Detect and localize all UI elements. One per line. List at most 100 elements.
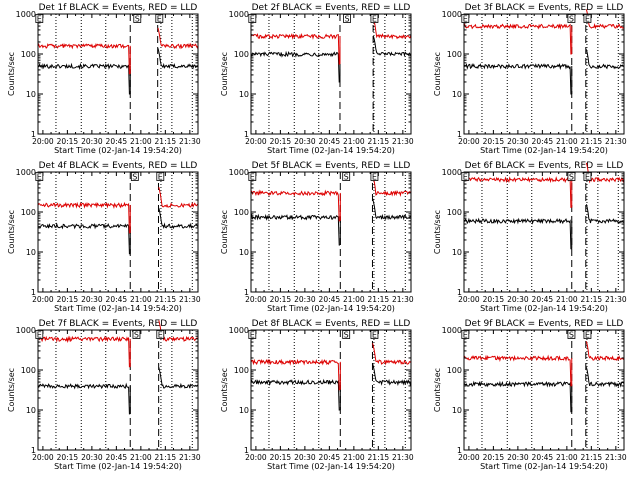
y-tick-label: 1 [457,446,462,455]
x-tick-label: 20:15 [483,137,505,146]
x-tick-label: 21:30 [392,453,414,462]
lld-series [158,320,199,342]
events-series [463,217,572,250]
event-marker-label: S [344,173,349,182]
y-tick-label: 1 [244,130,249,139]
event-marker-label: S [569,173,574,182]
x-tick-label: 20:30 [294,453,316,462]
x-tick-label: 21:30 [605,137,627,146]
y-tick-label: 10 [239,90,249,99]
x-tick-label: 21:30 [605,295,627,304]
event-marker-label: E [158,173,163,182]
event-marker-box [370,172,379,181]
event-marker-box [583,330,592,339]
event-marker-box [343,14,351,23]
event-marker-box [567,172,576,181]
x-tick-label: 21:15 [368,453,390,462]
panel-6: Det 6f BLACK = Events, RED = LLD 1 10 100 10… [433,161,627,313]
x-tick-label: 20:15 [270,137,292,146]
x-tick-label: 20:45 [106,453,128,462]
event-marker-label: E [585,15,590,24]
x-tick-label: 21:30 [392,137,414,146]
event-marker-box [130,172,139,181]
events-series [157,48,199,70]
x-tick-label: 20:30 [81,137,103,146]
lld-series [372,343,412,366]
x-tick-label: 20:00 [458,453,480,462]
x-tick-label: 20:45 [532,295,554,304]
panel-9: Det 9f BLACK = Events, RED = LLD 1 10 100 10… [433,319,627,471]
x-axis-label: Start Time (02-Jan-14 19:54:20) [480,304,608,313]
y-tick-label: 1000 [229,168,249,177]
event-marker-label: E [37,15,42,24]
x-tick-label: 21:30 [392,295,414,304]
y-tick-label: 10 [239,248,249,257]
event-marker-box [132,330,141,339]
panel-title: Det 1f BLACK = Events, RED = LLD [39,3,198,13]
event-marker-label: E [585,331,590,340]
y-tick-label: 1 [31,446,36,455]
lld-series [157,27,199,50]
y-tick-label: 100 [21,208,36,217]
events-series [372,198,412,221]
x-tick-label: 21:30 [605,453,627,462]
x-tick-label: 20:15 [57,137,79,146]
x-tick-label: 20:15 [483,453,505,462]
panel-3: Det 3f BLACK = Events, RED = LLD 1 10 100 10… [433,3,627,155]
events-series [585,204,625,225]
plot-frame [463,329,625,451]
x-tick-label: 21:15 [581,137,603,146]
x-tick-label: 20:15 [270,453,292,462]
panel-8: Det 8f BLACK = Events, RED = LLD 1 10 100 10… [220,319,414,471]
panel-4: Det 4f BLACK = Events, RED = LLD 1 10 100 10… [7,161,201,313]
x-tick-label: 20:30 [81,295,103,304]
x-tick-label: 21:15 [155,295,177,304]
x-tick-label: 21:00 [556,137,578,146]
events-series [158,207,199,230]
x-tick-label: 21:15 [155,453,177,462]
y-tick-label: 100 [21,50,36,59]
lld-series [463,176,572,208]
y-axis-label: Counts/sec [220,368,229,412]
x-tick-label: 20:00 [458,295,480,304]
y-axis-label: Counts/sec [220,52,229,96]
event-marker-box [248,172,257,181]
event-marker-box [461,14,470,23]
lld-series [37,335,131,368]
panel-title: Det 8f BLACK = Events, RED = LLD [252,319,411,329]
y-tick-label: 100 [447,208,462,217]
x-tick-label: 21:00 [130,295,152,304]
event-marker-box [370,14,379,23]
event-marker-label: E [463,173,468,182]
plot-frame [37,329,199,451]
y-axis-label: Counts/sec [433,52,442,96]
lld-series [250,189,340,222]
plot-frame [250,13,412,135]
event-marker-label: S [135,15,140,24]
lld-series [37,201,131,234]
panel-title: Det 5f BLACK = Events, RED = LLD [252,161,411,171]
y-tick-label: 1 [31,130,36,139]
y-tick-label: 1000 [16,168,36,177]
events-series [585,49,625,70]
plot-frame [463,13,625,135]
x-tick-label: 20:30 [294,295,316,304]
y-tick-label: 1000 [16,10,36,19]
event-marker-box [156,330,165,339]
panel-2: Det 2f BLACK = Events, RED = LLD 1 10 100 10… [220,3,414,155]
events-series [158,367,199,389]
x-tick-label: 20:30 [507,453,529,462]
x-tick-label: 21:00 [343,137,365,146]
x-axis-label: Start Time (02-Jan-14 19:54:20) [267,304,395,313]
events-series [250,213,340,246]
events-series [37,62,131,95]
event-marker-label: S [344,15,349,24]
y-tick-label: 10 [26,406,36,415]
y-tick-label: 1000 [229,326,249,335]
lld-series [585,341,624,362]
lld-series [585,162,625,184]
x-tick-label: 20:15 [483,295,505,304]
lld-series [372,174,412,198]
x-tick-label: 20:00 [245,137,267,146]
y-tick-label: 1000 [442,326,462,335]
